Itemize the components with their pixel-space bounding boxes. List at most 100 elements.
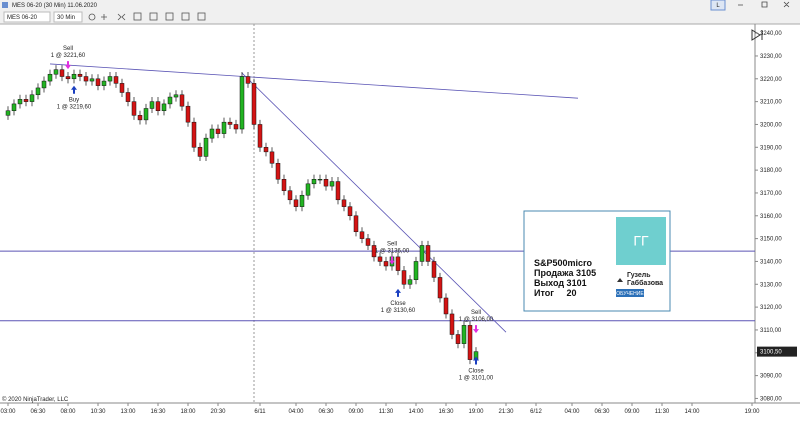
window-title: MES 06-20 (30 Min) 11.06.2020: [12, 3, 98, 9]
y-tick-label: 3130,00: [760, 282, 782, 288]
candle-body: [29, 94, 35, 102]
candle-body: [143, 108, 149, 121]
last-price-label: 3100,50: [760, 350, 782, 356]
zoom-icon[interactable]: [88, 13, 96, 21]
x-tick-label: 04:00: [288, 409, 304, 415]
props-icon[interactable]: [181, 12, 190, 21]
candle-body: [299, 194, 305, 207]
candle-body: [293, 199, 299, 207]
badge: [616, 289, 644, 297]
trade-text: 1 @ 3106,00: [459, 317, 494, 323]
x-tick-label: 19:00: [744, 409, 760, 415]
candle-body: [401, 270, 407, 285]
candle-body: [215, 128, 221, 134]
info-line: Итог 20: [534, 288, 577, 298]
candle-body: [233, 124, 239, 130]
x-tick-label: 06:30: [318, 409, 334, 415]
candle-body: [155, 101, 161, 112]
candle-body: [131, 101, 137, 116]
candle-body: [347, 206, 353, 217]
sell-arrow: [389, 256, 395, 265]
buy-arrow: [71, 85, 77, 94]
candle-body: [419, 245, 425, 262]
candle-body: [173, 94, 179, 98]
trade-label: Buy: [69, 98, 79, 104]
strategy-icon[interactable]: [165, 12, 174, 21]
trade-text: 1 @ 3219,60: [57, 105, 92, 111]
candle-body: [275, 163, 281, 180]
candle-body: [5, 110, 11, 116]
window-controls[interactable]: [738, 1, 790, 8]
sell-arrow: [65, 61, 71, 70]
y-tick-label: 3190,00: [760, 145, 782, 151]
candle-body: [311, 179, 317, 185]
candle-body: [329, 181, 335, 187]
instrument[interactable]: MES 06-20: [7, 15, 38, 21]
info-line: Выход 3101: [534, 278, 587, 288]
candle-body: [65, 76, 71, 80]
candle-body: [317, 179, 323, 181]
info-line: Продажа 3105: [534, 268, 596, 278]
indicator-icon[interactable]: [149, 12, 158, 21]
candle-body: [449, 313, 455, 335]
candle-body: [305, 183, 311, 196]
candle-body: [371, 245, 377, 258]
x-tick-label: 20:30: [210, 409, 226, 415]
buy-arrow: [473, 356, 479, 365]
x-tick-label: 18:00: [180, 409, 196, 415]
cross-icon[interactable]: [101, 14, 107, 20]
last-price-box: [757, 346, 797, 357]
candle-body: [245, 76, 251, 84]
candle-body: [431, 261, 437, 278]
author-name: Гузель: [627, 272, 651, 279]
candle-body: [101, 80, 107, 86]
candle-body: [221, 121, 227, 134]
candle-body: [197, 147, 203, 157]
candle-body: [455, 334, 461, 344]
candle-body: [395, 256, 401, 271]
y-tick-label: 3150,00: [760, 237, 782, 243]
candle-body: [365, 238, 371, 246]
x-tick-label: 6/12: [530, 409, 542, 415]
draw-icon[interactable]: [133, 12, 142, 21]
candle-body: [125, 92, 131, 102]
candle-body: [383, 261, 389, 267]
logo-text: ГГ: [633, 233, 649, 249]
x-tick-label: 10:30: [90, 409, 106, 415]
candle-body: [59, 69, 65, 77]
candle-body: [83, 76, 89, 82]
candle-body: [119, 83, 125, 93]
x-tick-label: 21:30: [498, 409, 514, 415]
buy-arrow: [395, 288, 401, 297]
candle-body: [425, 245, 431, 262]
candle-body: [179, 94, 185, 107]
link-button[interactable]: [710, 0, 726, 11]
toolbar-icons[interactable]: [88, 12, 206, 21]
candle-body: [185, 105, 191, 123]
y-tick-label: 3200,00: [760, 122, 782, 128]
interval-selector[interactable]: [53, 11, 83, 23]
template-icon[interactable]: [197, 12, 206, 21]
x-tick-label: 06:30: [594, 409, 610, 415]
y-tick-label: 3090,00: [760, 374, 782, 380]
trade-text: 1 @ 3130,60: [381, 308, 416, 314]
candle-body: [353, 215, 359, 233]
y-tick-label: 3220,00: [760, 77, 782, 83]
info-box: ГГ S&P500micro Продажа 3105 Выход 3101 И…: [523, 210, 671, 312]
x-tick-label: 16:30: [438, 409, 454, 415]
scroll-end-icon[interactable]: [751, 29, 763, 41]
link-button-label[interactable]: L: [716, 3, 720, 9]
candle-body: [53, 69, 59, 75]
candle-body: [281, 179, 287, 191]
instrument-selector[interactable]: [3, 11, 51, 23]
trade-text: 1 @ 3221,60: [51, 53, 86, 59]
y-tick-label: 3180,00: [760, 168, 782, 174]
badge-text: ОБУЧЕНИЕ: [616, 291, 644, 297]
candle-body: [161, 103, 167, 112]
pan-icon[interactable]: [117, 13, 126, 21]
y-tick-label: 3080,00: [760, 396, 782, 402]
candle-body: [263, 147, 269, 153]
interval[interactable]: 30 Min: [57, 15, 75, 21]
candle-body: [191, 121, 197, 148]
